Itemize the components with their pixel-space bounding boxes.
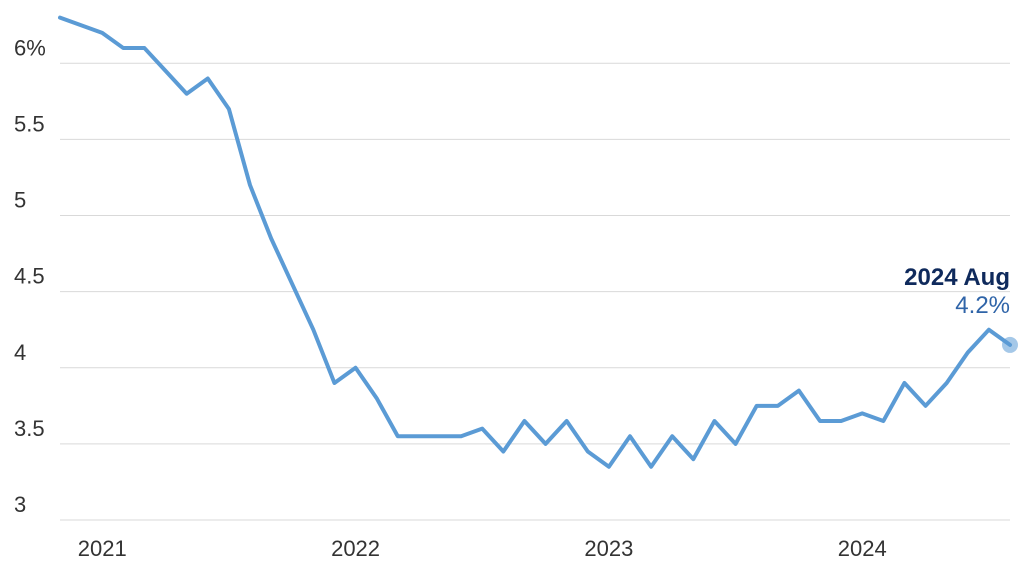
y-tick-label: 3.5 — [14, 416, 45, 441]
y-tick-label: 4.5 — [14, 264, 45, 289]
chart-svg: 3 3.5 4 4.5 5 5.5 6% 2021 2022 2023 2024 2024 Aug4.… — [0, 0, 1024, 578]
y-tick-label: 6% — [14, 35, 46, 60]
endpoint-marker — [1002, 337, 1018, 353]
line-chart: 3 3.5 4 4.5 5 5.5 6% 2021 2022 2023 2024 2024 Aug4.… — [0, 0, 1024, 578]
x-tick-label: 2023 — [584, 536, 633, 561]
callout-value: 4.2% — [955, 292, 1010, 319]
callout-title: 2024 Aug — [904, 264, 1010, 291]
y-tick-label: 5 — [14, 188, 26, 213]
x-tick-label: 2022 — [331, 536, 380, 561]
x-tick-label: 2024 — [838, 536, 887, 561]
y-tick-label: 3 — [14, 492, 26, 517]
y-tick-label: 5.5 — [14, 111, 45, 136]
x-tick-label: 2021 — [78, 536, 127, 561]
y-tick-label: 4 — [14, 340, 26, 365]
